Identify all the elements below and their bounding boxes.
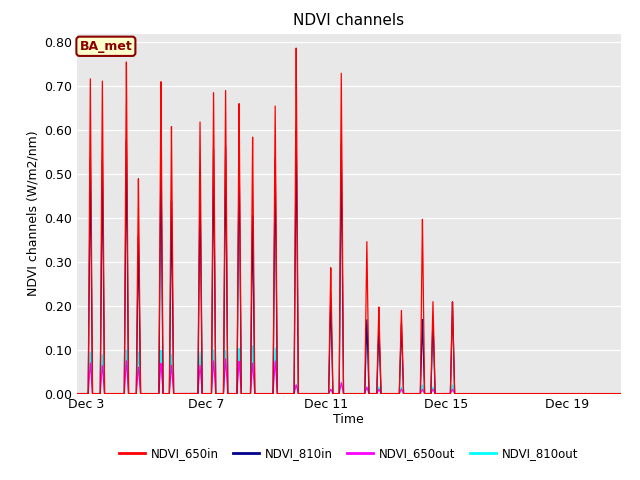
X-axis label: Time: Time	[333, 413, 364, 426]
Legend: NDVI_650in, NDVI_810in, NDVI_650out, NDVI_810out: NDVI_650in, NDVI_810in, NDVI_650out, NDV…	[115, 443, 583, 465]
Title: NDVI channels: NDVI channels	[293, 13, 404, 28]
Text: BA_met: BA_met	[79, 40, 132, 53]
Y-axis label: NDVI channels (W/m2/nm): NDVI channels (W/m2/nm)	[27, 131, 40, 297]
